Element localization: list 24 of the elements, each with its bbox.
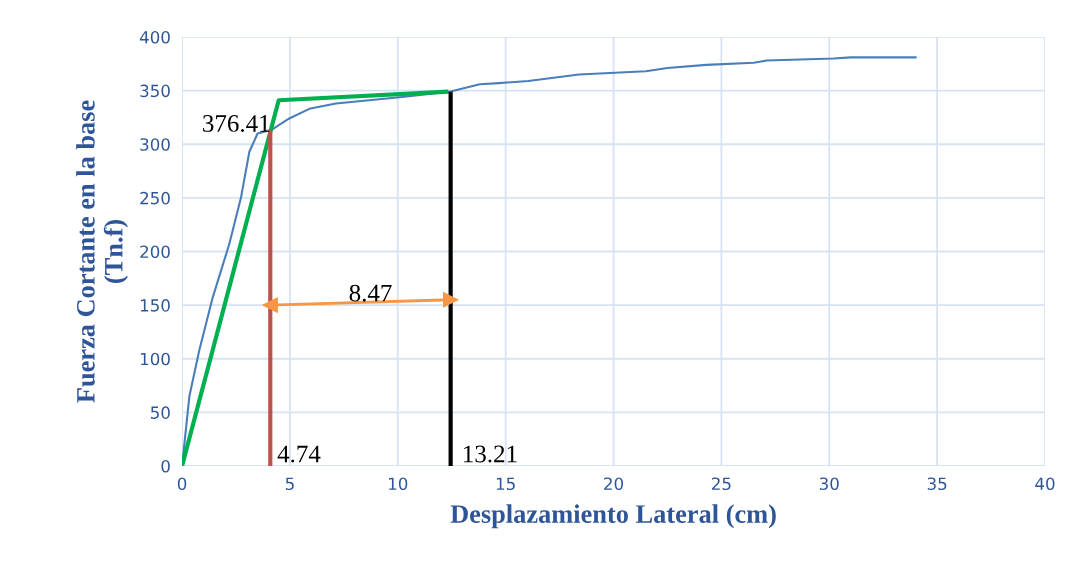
annotation: 376.41	[203, 115, 270, 132]
x-tick-label: 5	[285, 477, 294, 491]
x-axis-title: Desplazamiento Lateral (cm)	[450, 504, 776, 529]
x-tick-label: 40	[1035, 477, 1055, 491]
x-tick-label: 25	[712, 477, 731, 491]
annotation: 8.47	[349, 284, 392, 302]
y-tick-label: 150	[140, 299, 170, 312]
annotation: 4.74	[277, 445, 321, 463]
y-tick-label: 350	[140, 84, 170, 98]
x-tick-label: 15	[496, 477, 515, 491]
x-tick-label: 35	[927, 477, 947, 491]
y-tick-label: 50	[151, 406, 170, 419]
y-tick-label: 0	[161, 459, 170, 473]
x-tick-label: 20	[604, 477, 624, 491]
y-tick-label: 200	[140, 245, 170, 259]
y-tick-label: 250	[140, 191, 170, 205]
x-tick-label: 0	[177, 477, 187, 491]
y-tick-label: 300	[140, 138, 170, 151]
annotation: 13.21	[464, 445, 517, 463]
y-axis-title: Fuerza Cortante en la base (Tn.f)	[76, 100, 129, 403]
x-tick-label: 10	[389, 477, 408, 491]
y-tick-label: 100	[140, 352, 170, 366]
y-tick-label: 400	[139, 30, 170, 44]
x-tick-label: 30	[819, 477, 839, 491]
